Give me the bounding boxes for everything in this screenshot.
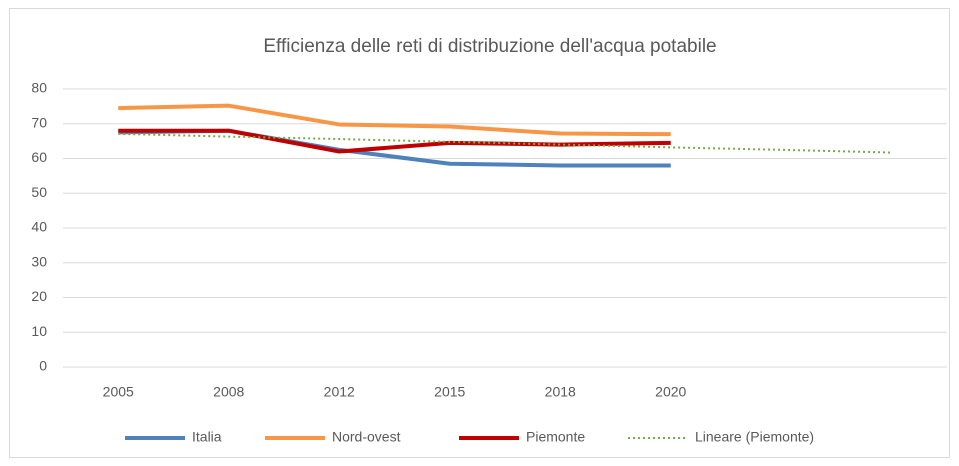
y-tick-label: 40 (31, 219, 47, 235)
legend-label: Nord-ovest (332, 429, 401, 445)
series-line (118, 103, 671, 137)
y-tick-label: 0 (39, 358, 47, 374)
x-tick-label: 2018 (545, 384, 576, 400)
chart-title: Efficienza delle reti di distribuzione d… (263, 36, 716, 57)
y-tick-label: 50 (31, 184, 47, 200)
x-tick-label: 2012 (324, 384, 355, 400)
series-line (118, 132, 892, 154)
x-tick-label: 2008 (213, 384, 244, 400)
chart-border (9, 8, 950, 458)
legend-label: Italia (192, 429, 222, 445)
legend-label: Lineare (Piemonte) (695, 429, 814, 445)
y-tick-label: 30 (31, 253, 47, 269)
y-tick-label: 60 (31, 149, 47, 165)
y-tick-label: 10 (31, 323, 47, 339)
y-tick-label: 80 (31, 80, 47, 96)
x-tick-label: 2015 (434, 384, 465, 400)
legend-label: Piemonte (526, 429, 585, 445)
x-tick-label: 2005 (103, 384, 134, 400)
y-tick-label: 70 (31, 114, 47, 130)
x-tick-label: 2020 (655, 384, 686, 400)
y-tick-label: 20 (31, 288, 47, 304)
